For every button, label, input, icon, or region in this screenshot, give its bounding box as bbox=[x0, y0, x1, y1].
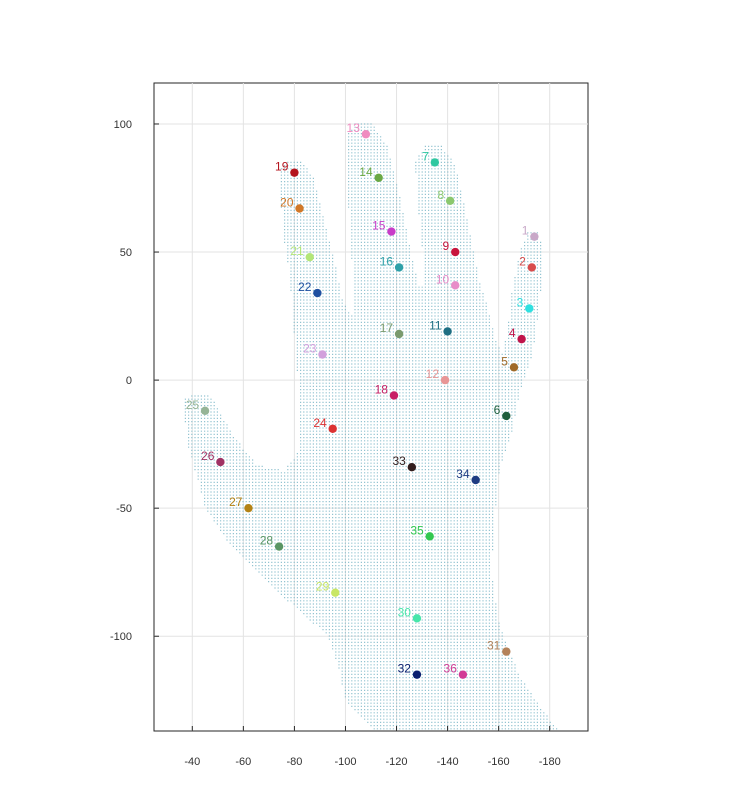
keypoint-14-label: 14 bbox=[359, 165, 373, 179]
keypoint-28-marker bbox=[274, 542, 284, 551]
axes: -40 -60 -80 -100 -120 -140 -160 -180 100 50 0 -50 -1… bbox=[110, 119, 561, 768]
keypoint-21-label: 21 bbox=[290, 244, 304, 258]
keypoint-13-marker bbox=[361, 130, 371, 139]
keypoint-26-marker bbox=[216, 457, 225, 467]
keypoint-7-marker bbox=[430, 158, 440, 167]
keypoint-34-label: 34 bbox=[456, 467, 470, 481]
hand-point-cloud bbox=[184, 123, 558, 730]
keypoint-5-marker bbox=[509, 363, 519, 372]
x-tick-label: -80 bbox=[286, 756, 302, 768]
y-tick-label: 50 bbox=[120, 247, 132, 259]
x-tick-label: -40 bbox=[184, 756, 200, 768]
keypoint-7-label: 7 bbox=[422, 149, 429, 163]
keypoint-17-label: 17 bbox=[380, 321, 394, 335]
x-tick-label: -60 bbox=[235, 756, 251, 768]
keypoint-11-marker bbox=[443, 327, 452, 336]
x-tick-label: -120 bbox=[386, 756, 408, 768]
y-tick-label: -100 bbox=[110, 631, 132, 643]
keypoint-9-label: 9 bbox=[443, 239, 450, 253]
keypoint-33-label: 33 bbox=[392, 454, 406, 468]
keypoint-19-label: 19 bbox=[275, 160, 289, 174]
keypoint-5-label: 5 bbox=[501, 354, 508, 368]
keypoint-23-marker bbox=[318, 350, 327, 359]
x-tick-label: -180 bbox=[539, 756, 561, 768]
keypoint-31-marker bbox=[502, 647, 511, 656]
keypoint-28-label: 28 bbox=[260, 534, 274, 548]
keypoint-12-marker bbox=[440, 375, 450, 385]
keypoint-2-label: 2 bbox=[519, 254, 526, 268]
keypoint-29-marker bbox=[331, 588, 340, 597]
keypoint-2-marker bbox=[527, 263, 537, 272]
keypoint-22-label: 22 bbox=[298, 280, 312, 294]
keypoints: 1234567891011121314151617181920212223242… bbox=[186, 121, 539, 679]
point-cloud-dots bbox=[184, 123, 558, 730]
keypoint-22-marker bbox=[313, 288, 322, 298]
y-tick-label: 0 bbox=[126, 375, 132, 387]
keypoint-4-label: 4 bbox=[509, 326, 516, 340]
keypoint-12-label: 12 bbox=[426, 367, 440, 381]
keypoint-27-label: 27 bbox=[229, 495, 243, 509]
y-tick-label: -50 bbox=[116, 503, 132, 515]
keypoint-34-marker bbox=[471, 475, 480, 485]
keypoint-14-marker bbox=[374, 173, 383, 182]
keypoint-35-marker bbox=[425, 532, 434, 541]
keypoint-6-marker bbox=[502, 411, 511, 421]
keypoint-1-marker bbox=[530, 232, 539, 241]
keypoint-17-marker bbox=[394, 329, 404, 339]
keypoint-10-marker bbox=[451, 281, 460, 290]
keypoint-36-label: 36 bbox=[444, 662, 458, 676]
keypoint-18-label: 18 bbox=[375, 382, 389, 396]
keypoint-11-label: 11 bbox=[429, 318, 442, 332]
keypoint-25-label: 25 bbox=[186, 398, 200, 412]
keypoint-25-marker bbox=[200, 406, 210, 416]
keypoint-1-label: 1 bbox=[522, 224, 529, 238]
keypoint-23-label: 23 bbox=[303, 341, 317, 355]
keypoint-9-marker bbox=[451, 247, 460, 257]
keypoint-33-marker bbox=[407, 462, 417, 472]
keypoint-26-label: 26 bbox=[201, 449, 215, 463]
keypoint-20-label: 20 bbox=[280, 196, 294, 210]
keypoint-16-label: 16 bbox=[380, 254, 394, 268]
keypoint-29-label: 29 bbox=[316, 580, 330, 594]
keypoint-16-marker bbox=[394, 263, 404, 272]
keypoint-8-marker bbox=[445, 196, 455, 206]
x-tick-label: -140 bbox=[437, 756, 459, 768]
keypoint-13-label: 13 bbox=[347, 121, 361, 135]
x-tick-label: -100 bbox=[334, 756, 356, 768]
keypoint-3-label: 3 bbox=[517, 295, 524, 309]
keypoint-15-label: 15 bbox=[372, 219, 386, 233]
keypoint-4-marker bbox=[517, 334, 526, 344]
keypoint-36-marker bbox=[458, 670, 468, 679]
keypoint-18-marker bbox=[389, 391, 399, 400]
keypoint-20-marker bbox=[295, 204, 304, 213]
keypoint-24-marker bbox=[328, 424, 337, 433]
keypoint-27-marker bbox=[244, 503, 253, 513]
keypoint-32-label: 32 bbox=[398, 662, 412, 676]
keypoint-19-marker bbox=[290, 168, 299, 177]
y-tick-label: 100 bbox=[114, 119, 132, 131]
keypoint-32-marker bbox=[412, 670, 422, 679]
keypoint-31-label: 31 bbox=[487, 639, 501, 653]
keypoint-8-label: 8 bbox=[437, 188, 444, 202]
keypoint-30-label: 30 bbox=[398, 605, 412, 619]
x-tick-label: -160 bbox=[488, 756, 510, 768]
keypoint-21-marker bbox=[305, 252, 314, 262]
keypoint-35-label: 35 bbox=[410, 523, 424, 537]
plot-area bbox=[153, 82, 589, 732]
keypoint-15-marker bbox=[387, 227, 396, 236]
keypoint-10-label: 10 bbox=[436, 272, 450, 286]
keypoint-6-label: 6 bbox=[494, 403, 501, 417]
keypoint-24-label: 24 bbox=[313, 416, 327, 430]
keypoint-30-marker bbox=[412, 614, 422, 623]
keypoint-3-marker bbox=[525, 304, 534, 313]
